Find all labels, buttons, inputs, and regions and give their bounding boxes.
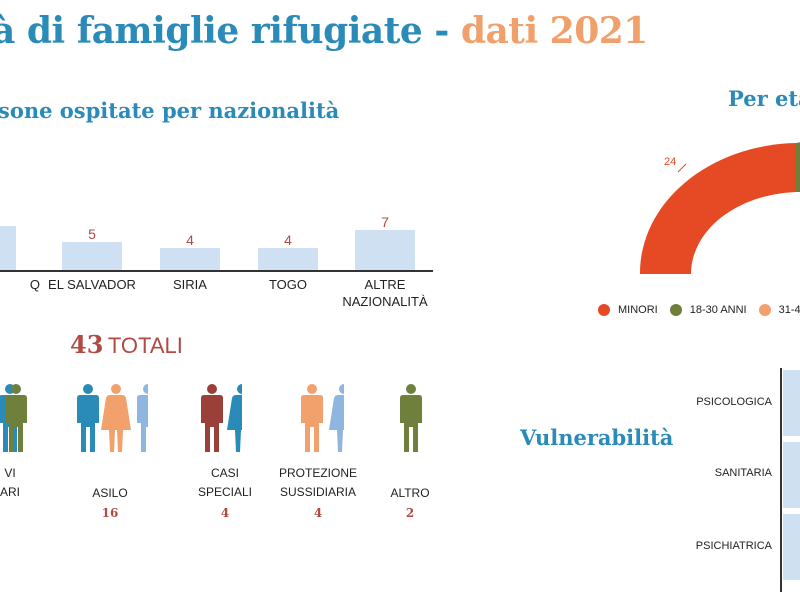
vul-label-sanitaria: SANITARIA: [714, 467, 772, 479]
legal-label-casi-speciali: CASI SPECIALI: [197, 466, 253, 499]
donut-slice-18-30: [796, 142, 800, 192]
legend-item-18-30: 18-30 ANNI: [669, 304, 747, 316]
legal-count-altro: 2: [405, 506, 415, 520]
legal-label-0: VI ARI: [0, 466, 20, 499]
legal-count-asilo: 16: [101, 506, 119, 520]
title-year: dati 2021: [460, 10, 649, 52]
bar-el-salvador: [62, 242, 122, 270]
category-label-q: Q: [29, 277, 40, 292]
person-icon: [201, 384, 223, 452]
legal-count-protezione: 4: [313, 506, 323, 520]
vul-label-psichiatrica: PSICHIATRICA: [695, 540, 772, 552]
bar-altre: [355, 230, 415, 270]
category-label-el-salvador: EL SALVADOR: [48, 277, 136, 292]
person-icon: [400, 384, 422, 452]
age-legend: MINORI 18-30 ANNI 31-40: [598, 304, 800, 316]
vul-bar-psicologica: [783, 370, 800, 436]
nationality-subtitle: sone ospitate per nazionalità: [0, 98, 340, 123]
legend-item-minori: MINORI: [598, 304, 658, 316]
x-axis: [0, 270, 433, 272]
vul-label-psicologica: PSICOLOGICA: [696, 396, 772, 408]
people-icons: [0, 384, 422, 452]
totals-label: TOTALI: [107, 333, 183, 358]
donut-slice-minori: [639, 143, 796, 274]
page-title: à di famiglie rifugiate - dati 2021: [0, 10, 648, 52]
bar-value-siria: 4: [186, 232, 194, 248]
legend-item-31-40: 31-40: [758, 304, 800, 316]
bar-value-altre: 7: [381, 214, 389, 230]
person-icon: [77, 384, 99, 452]
age-subtitle: Per età: [728, 86, 800, 111]
person-icon: [101, 384, 131, 452]
bar-q: [0, 226, 16, 270]
category-label-siria: SIRIA: [173, 277, 207, 292]
vul-bar-psichiatrica: [783, 514, 800, 580]
title-main: à di famiglie rifugiate -: [0, 10, 449, 52]
vul-axis: [780, 368, 782, 592]
totals-number: 43: [70, 330, 104, 359]
person-icon: [301, 384, 323, 452]
vulnerability-subtitle: Vulnerabilità: [520, 425, 674, 450]
legal-count-casi-speciali: 4: [220, 506, 230, 520]
legal-label-asilo: ASILO: [92, 486, 128, 500]
bar-togo: [258, 248, 318, 270]
category-label-togo: TOGO: [268, 277, 308, 292]
category-label-altre: ALTRE NAZIONALITÀ: [342, 277, 428, 309]
age-donut: [639, 142, 800, 274]
bar-siria: [160, 248, 220, 270]
bar-value-togo: 4: [284, 232, 292, 248]
legal-label-altro: ALTRO: [390, 486, 430, 500]
donut-value-minori: 24: [664, 156, 677, 168]
legal-label-protezione: PROTEZIONE SUSSIDIARIA: [278, 466, 357, 499]
vul-bar-sanitaria: [783, 442, 800, 508]
bar-value-el-salvador: 5: [88, 226, 96, 242]
totals: 43 TOTALI: [70, 330, 183, 359]
